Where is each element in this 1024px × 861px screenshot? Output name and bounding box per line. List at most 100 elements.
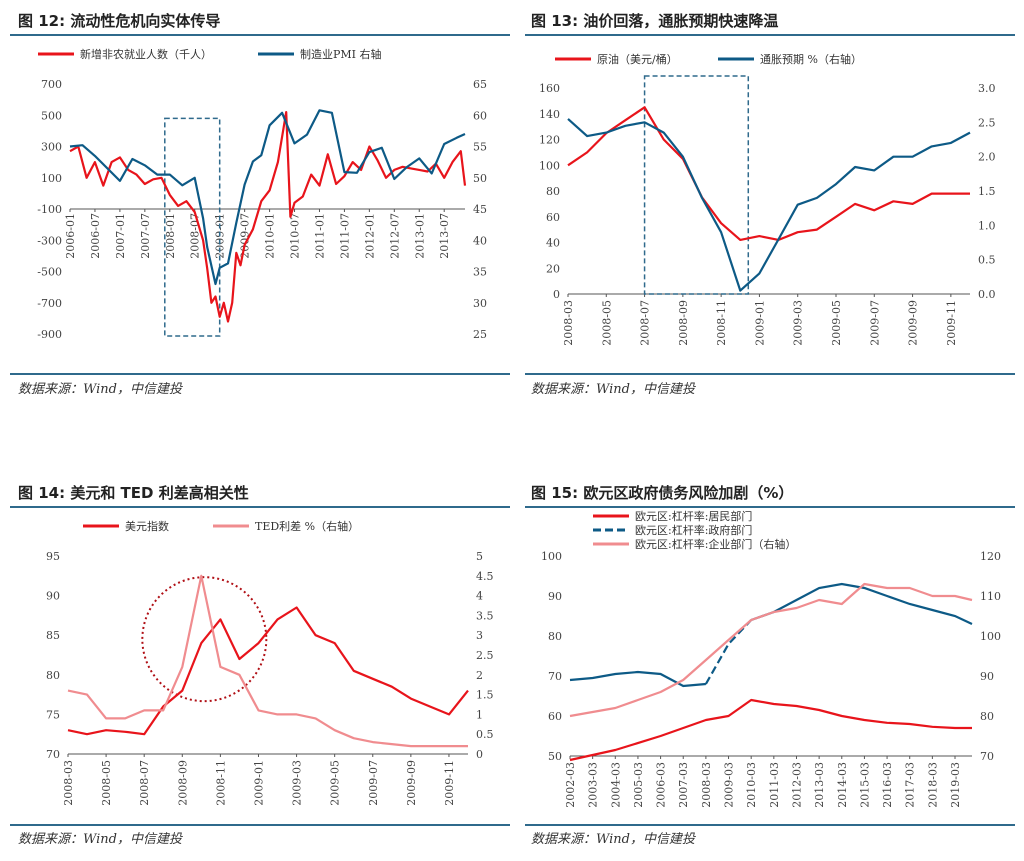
y-left-tick-label: 100 xyxy=(541,550,562,563)
x-tick-label: 2009-11 xyxy=(443,760,456,806)
y-left-tick-label: 100 xyxy=(539,159,560,172)
figure-14-panel: 图 14: 美元和 TED 利差高相关性 95 90 85 80 75 70 5 4.5 4 3.… xyxy=(10,478,510,861)
y-left-tick-label: 75 xyxy=(46,708,60,721)
x-tick-label: 2008-07 xyxy=(189,213,202,259)
y-right-tick-label: 1.0 xyxy=(978,219,996,232)
series-line xyxy=(704,619,752,685)
y-left-tick-label: -500 xyxy=(37,266,62,279)
y-left-tick-label: 300 xyxy=(41,141,62,154)
x-tick-label: 2009-03 xyxy=(792,300,805,346)
x-tick-label: 2008-03 xyxy=(562,300,575,346)
y-left-tick-label: 100 xyxy=(41,172,62,185)
y-right-tick-label: 3 xyxy=(476,629,483,642)
y-right-tick-label: 90 xyxy=(980,670,994,683)
x-tick-label: 2009-09 xyxy=(907,300,920,346)
figure-13-chart: 160 140 120 100 80 60 40 20 0 3.0 2.5 2.0 1.5 1.0 0.5 0… xyxy=(539,52,996,346)
y-left-tick-label: -700 xyxy=(37,297,62,310)
figure-15-panel: 图 15: 欧元区政府债务风险加剧（%） 100 90 80 70 60 50 120 110… xyxy=(525,478,1020,861)
x-tick-label: 2007-07 xyxy=(139,213,152,259)
x-tick-label: 2007-01 xyxy=(114,213,127,259)
series-line xyxy=(67,574,468,748)
x-tick-label: 2004-03 xyxy=(609,762,622,808)
source-rule xyxy=(525,373,1015,375)
source-note: 数据来源：Wind，中信建投 xyxy=(18,832,182,847)
y-left-tick-label: 20 xyxy=(546,262,560,275)
x-tick-label: 2010-07 xyxy=(289,213,302,259)
figure-15-chart: 100 90 80 70 60 50 120 110 100 90 80 70 2002-03 2003-… xyxy=(541,510,1001,808)
x-tick-label: 2019-03 xyxy=(949,762,962,808)
x-tick-label: 2012-07 xyxy=(388,213,401,259)
x-tick-label: 2012-03 xyxy=(790,762,803,808)
y-right-tick-label: 100 xyxy=(980,630,1001,643)
series-line xyxy=(567,106,970,241)
y-left-tick-label: 0 xyxy=(553,288,560,301)
chart-title: 图 13: 油价回落，通胀预期快速降温 xyxy=(531,12,779,30)
series-line xyxy=(67,606,469,736)
source-rule xyxy=(525,824,1015,826)
x-tick-label: 2010-01 xyxy=(264,213,277,259)
x-tick-label: 2018-03 xyxy=(926,762,939,808)
legend-label: 原油（美元/桶） xyxy=(597,52,678,66)
chart-title: 图 14: 美元和 TED 利差高相关性 xyxy=(18,484,249,502)
x-tick-label: 2015-03 xyxy=(858,762,871,808)
title-rule xyxy=(10,506,510,508)
legend-label: 欧元区:杠杆率:企业部门（右轴） xyxy=(635,537,796,551)
y-right-tick-label: 3.5 xyxy=(476,609,494,622)
x-tick-label: 2008-05 xyxy=(600,300,613,346)
y-left-tick-label: 40 xyxy=(546,237,560,250)
x-tick-label: 2009-03 xyxy=(723,762,736,808)
legend-label: TED利差 %（右轴） xyxy=(255,519,359,533)
y-right-tick-label: 0.0 xyxy=(978,288,996,301)
x-tick-label: 2009-05 xyxy=(329,760,342,806)
x-tick-label: 2009-07 xyxy=(367,760,380,806)
y-right-tick-label: 50 xyxy=(473,172,487,185)
x-tick-label: 2009-07 xyxy=(868,300,881,346)
source-note: 数据来源：Wind，中信建投 xyxy=(18,382,182,397)
x-tick-label: 2017-03 xyxy=(904,762,917,808)
y-left-tick-label: 140 xyxy=(539,108,560,121)
y-left-tick-label: 160 xyxy=(539,82,560,95)
y-right-tick-label: 35 xyxy=(473,266,487,279)
y-right-tick-label: 45 xyxy=(473,203,487,216)
y-left-tick-label: 80 xyxy=(546,185,560,198)
y-left-tick-label: 80 xyxy=(548,630,562,643)
highlight-box xyxy=(643,75,750,295)
y-right-tick-label: 120 xyxy=(980,550,1001,563)
legend-label: 欧元区:杠杆率:居民部门 xyxy=(635,510,752,523)
y-left-tick-label: 60 xyxy=(548,710,562,723)
y-left-tick-label: 90 xyxy=(46,590,60,603)
y-left-tick-label: 120 xyxy=(539,134,560,147)
title-rule xyxy=(10,34,510,36)
y-right-tick-label: 55 xyxy=(473,141,487,154)
series-line xyxy=(569,582,973,718)
x-tick-label: 2008-03 xyxy=(62,760,75,806)
y-right-tick-label: 1.5 xyxy=(978,185,996,198)
y-right-tick-label: 1 xyxy=(476,708,483,721)
x-tick-label: 2009-01 xyxy=(252,760,265,806)
y-right-tick-label: 80 xyxy=(980,710,994,723)
y-left-tick-label: 85 xyxy=(46,629,60,642)
series-line xyxy=(750,582,973,625)
x-tick-label: 2011-07 xyxy=(338,213,351,259)
y-left-tick-label: 80 xyxy=(46,669,60,682)
source-rule xyxy=(10,373,510,375)
source-note: 数据来源：Wind，中信建投 xyxy=(531,382,695,397)
y-right-tick-label: 4.5 xyxy=(476,570,494,583)
x-tick-label: 2009-07 xyxy=(239,213,252,259)
x-tick-label: 2013-03 xyxy=(813,762,826,808)
y-right-tick-label: 2.0 xyxy=(978,151,996,164)
source-note: 数据来源：Wind，中信建投 xyxy=(531,832,695,847)
highlight-circle xyxy=(141,576,268,703)
x-tick-label: 2014-03 xyxy=(836,762,849,808)
x-tick-label: 2009-05 xyxy=(830,300,843,346)
x-tick-label: 2009-11 xyxy=(945,300,958,346)
y-right-tick-label: 0.5 xyxy=(978,254,996,267)
y-left-tick-label: 70 xyxy=(46,748,60,761)
series-line xyxy=(569,670,706,688)
x-tick-label: 2016-03 xyxy=(881,762,894,808)
x-tick-label: 2006-03 xyxy=(655,762,668,808)
y-left-tick-label: 500 xyxy=(41,109,62,122)
legend-label: 制造业PMI 右轴 xyxy=(300,47,382,61)
y-right-tick-label: 110 xyxy=(980,590,1001,603)
series-line xyxy=(567,118,971,292)
